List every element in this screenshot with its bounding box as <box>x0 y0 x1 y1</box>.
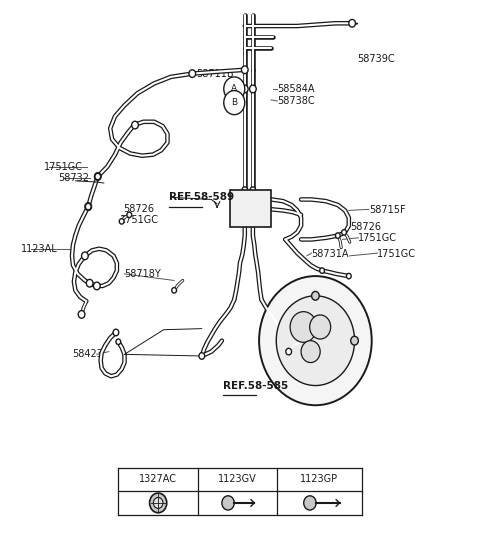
Circle shape <box>301 340 320 362</box>
Text: 1751GC: 1751GC <box>44 162 84 172</box>
Circle shape <box>86 279 93 287</box>
Circle shape <box>241 85 248 93</box>
Circle shape <box>312 292 319 300</box>
Circle shape <box>242 187 248 194</box>
Circle shape <box>119 219 124 224</box>
Circle shape <box>199 353 204 359</box>
Circle shape <box>85 203 92 211</box>
Text: REF.58-585: REF.58-585 <box>223 381 288 390</box>
Text: 58732: 58732 <box>58 173 89 183</box>
Circle shape <box>336 233 340 238</box>
Circle shape <box>241 66 248 74</box>
Circle shape <box>154 497 163 508</box>
Circle shape <box>95 173 101 180</box>
Circle shape <box>224 77 245 101</box>
Text: 58711B: 58711B <box>196 69 234 79</box>
Text: 58726: 58726 <box>123 205 154 214</box>
FancyBboxPatch shape <box>229 190 272 227</box>
Text: 58423: 58423 <box>72 349 103 359</box>
Circle shape <box>172 288 177 293</box>
Circle shape <box>85 204 91 210</box>
Circle shape <box>82 252 88 260</box>
Text: 1751GC: 1751GC <box>377 249 417 259</box>
Circle shape <box>95 173 101 180</box>
Circle shape <box>78 311 85 318</box>
Circle shape <box>113 329 119 336</box>
Circle shape <box>290 312 317 342</box>
Text: A: A <box>231 85 237 94</box>
Circle shape <box>222 496 234 510</box>
Circle shape <box>310 315 331 339</box>
Circle shape <box>116 339 120 344</box>
Text: 58715F: 58715F <box>369 206 406 216</box>
Circle shape <box>94 282 100 290</box>
Circle shape <box>224 91 245 114</box>
Text: 1751GC: 1751GC <box>120 215 159 226</box>
Circle shape <box>150 493 167 513</box>
Text: 1123GV: 1123GV <box>218 475 257 485</box>
Text: 58726: 58726 <box>350 222 381 232</box>
Circle shape <box>250 187 256 194</box>
Text: 58718Y: 58718Y <box>124 269 161 279</box>
Circle shape <box>127 212 132 218</box>
Circle shape <box>259 276 372 405</box>
Text: 58731A: 58731A <box>312 249 349 259</box>
Text: 1123AL: 1123AL <box>21 244 57 254</box>
Text: 1327AC: 1327AC <box>139 475 177 485</box>
Text: 58584A: 58584A <box>277 84 315 94</box>
Circle shape <box>349 19 356 27</box>
Circle shape <box>250 85 256 93</box>
Circle shape <box>132 121 138 129</box>
Circle shape <box>304 496 316 510</box>
Text: 1123GP: 1123GP <box>300 475 338 485</box>
Circle shape <box>286 348 291 355</box>
Circle shape <box>276 296 355 386</box>
Text: B: B <box>231 98 237 107</box>
Circle shape <box>347 273 351 279</box>
Text: 58739C: 58739C <box>357 54 395 64</box>
Circle shape <box>342 229 347 235</box>
Text: 1751GC: 1751GC <box>359 233 397 243</box>
Text: 58738C: 58738C <box>277 96 315 106</box>
Circle shape <box>189 70 196 78</box>
Text: REF.58-589: REF.58-589 <box>169 192 235 202</box>
Circle shape <box>351 336 359 345</box>
Circle shape <box>320 268 324 273</box>
